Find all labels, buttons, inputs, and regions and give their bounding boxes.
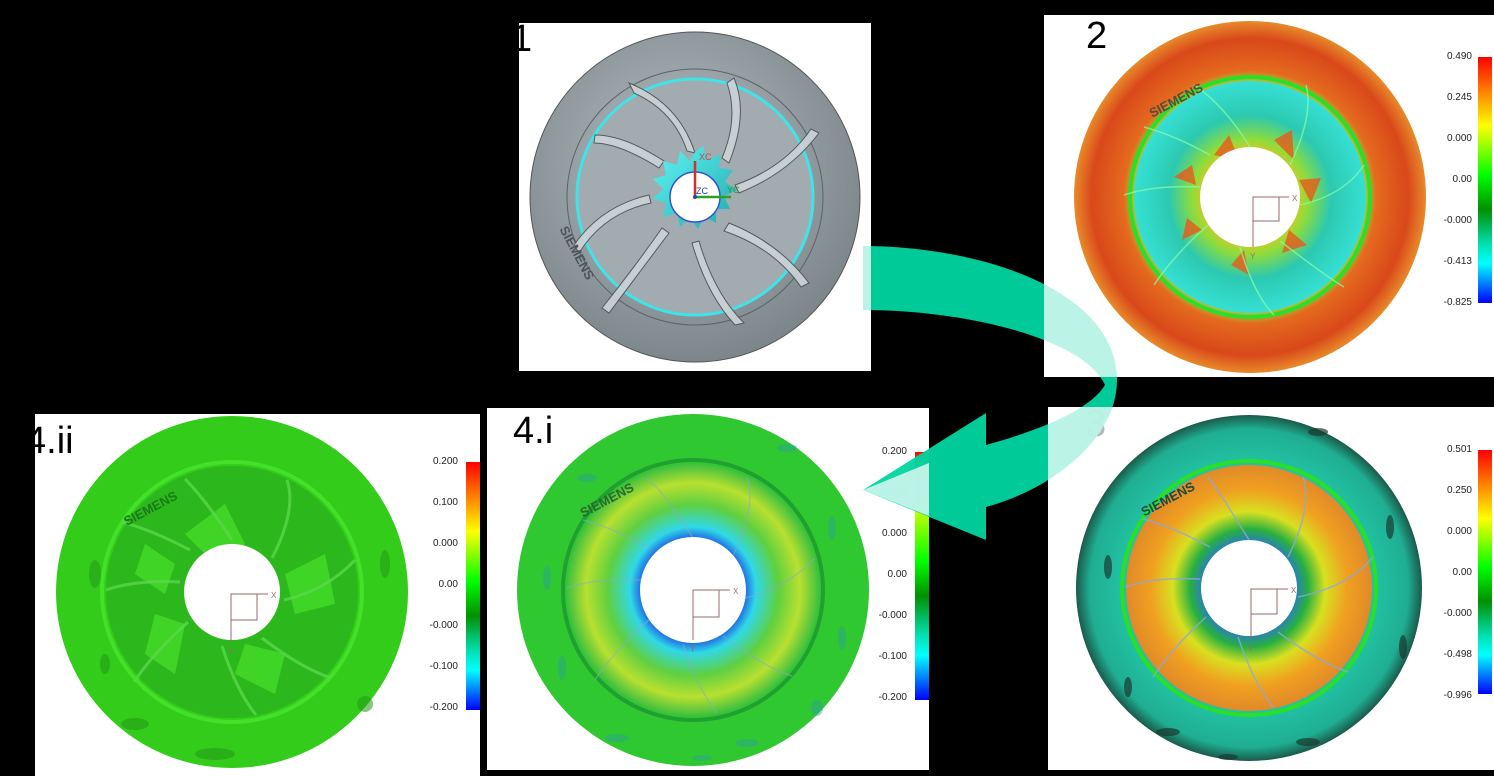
legend-tick: -0.996 [1443,690,1472,701]
result-axes-icon [692,589,730,640]
legend-tick: -0.200 [878,692,907,703]
legend-tick: 0.00 [1452,174,1472,185]
legend-tick: 0.000 [1446,133,1472,144]
impeller-result-2: SIEMENS X Y [1074,21,1426,373]
panel-2-result: SIEMENS X Y 0.490 0.245 0.000 0.00 -0.00… [1044,15,1494,377]
legend-tick: -0.413 [1443,256,1472,267]
legend-tick: -0.200 [429,702,458,713]
impeller-cad-model: SIEMENS XC YC ZC [529,31,861,363]
panel-4ii-result: SIEMENS X Y 0.200 0.100 0.000 0.00 -0.00… [35,414,480,776]
legend-tick: -0.100 [429,661,458,672]
color-scale-bar [915,452,929,700]
legend-tick: -0.000 [878,610,907,621]
legend-tick: -0.498 [1443,649,1472,660]
impeller-result-3: SIEMENS X Y [1076,415,1422,761]
color-legend-panel-4ii: 0.200 0.100 0.000 0.00 -0.000 -0.100 -0.… [412,456,480,722]
legend-tick: 0.000 [1446,526,1472,537]
y-axis-label: Y [690,645,696,654]
legend-tick: 0.245 [1446,92,1472,103]
panel-3-label: 3 [1085,407,1107,445]
x-axis-label: X [271,591,277,600]
result-axes-icon [1252,196,1289,247]
legend-tick: 0.100 [881,487,907,498]
impeller-result-4ii: SIEMENS X Y [56,416,408,768]
color-scale-bar [466,462,480,710]
x-axis-label: X [733,587,739,596]
legend-tick: -0.000 [1443,215,1472,226]
color-scale-bar [1478,57,1492,303]
panel-4i-result: SIEMENS X Y 0.200 0.100 0.000 0.00 -0.00… [487,408,929,770]
y-axis-label: Y [1248,644,1254,653]
panel-2-label: 2 [1086,15,1108,57]
color-scale-bar [1478,450,1492,694]
color-legend-panel-4i: 0.200 0.100 0.000 0.00 -0.000 -0.100 -0.… [861,446,929,712]
legend-tick: 0.200 [432,456,458,467]
legend-tick: 0.000 [881,528,907,539]
legend-tick: 0.00 [438,579,458,590]
color-legend-panel-2: 0.490 0.245 0.000 0.00 -0.000 -0.413 -0.… [1426,51,1494,315]
legend-tick: -0.000 [429,620,458,631]
legend-tick: 0.00 [887,569,907,580]
xc-label: XC [699,152,712,162]
zc-label: ZC [696,186,708,196]
panel-3-result: SIEMENS X Y 0.501 0.250 0.000 0.00 -0.00… [1048,407,1494,770]
legend-tick: -0.825 [1443,297,1472,308]
legend-tick: 0.200 [881,446,907,457]
legend-tick: 0.490 [1446,51,1472,62]
y-axis-label: Y [1250,252,1256,261]
panel-4i-label: 4.i [513,410,554,452]
result-axes-icon [230,593,268,642]
panel-1-cad-model: SIEMENS XC YC ZC [519,23,871,371]
panel-4ii-label: 4.ii [35,420,74,462]
yc-label: YC [727,185,740,195]
legend-tick: 0.000 [432,538,458,549]
impeller-result-4i: SIEMENS X Y [517,414,869,766]
x-axis-label: X [1291,586,1297,595]
zc-axis-icon [693,195,697,199]
legend-tick: 0.501 [1446,444,1472,455]
legend-tick: -0.100 [878,651,907,662]
legend-tick: -0.000 [1443,608,1472,619]
color-legend-panel-3: 0.501 0.250 0.000 0.00 -0.000 -0.498 -0.… [1426,444,1494,708]
result-axes-icon [1250,588,1288,639]
legend-tick: 0.250 [1446,485,1472,496]
panel-1-label: 1 [511,18,533,60]
x-axis-label: X [1292,194,1298,203]
legend-tick: 0.00 [1452,567,1472,578]
y-axis-label: Y [228,647,234,656]
legend-tick: 0.100 [432,497,458,508]
